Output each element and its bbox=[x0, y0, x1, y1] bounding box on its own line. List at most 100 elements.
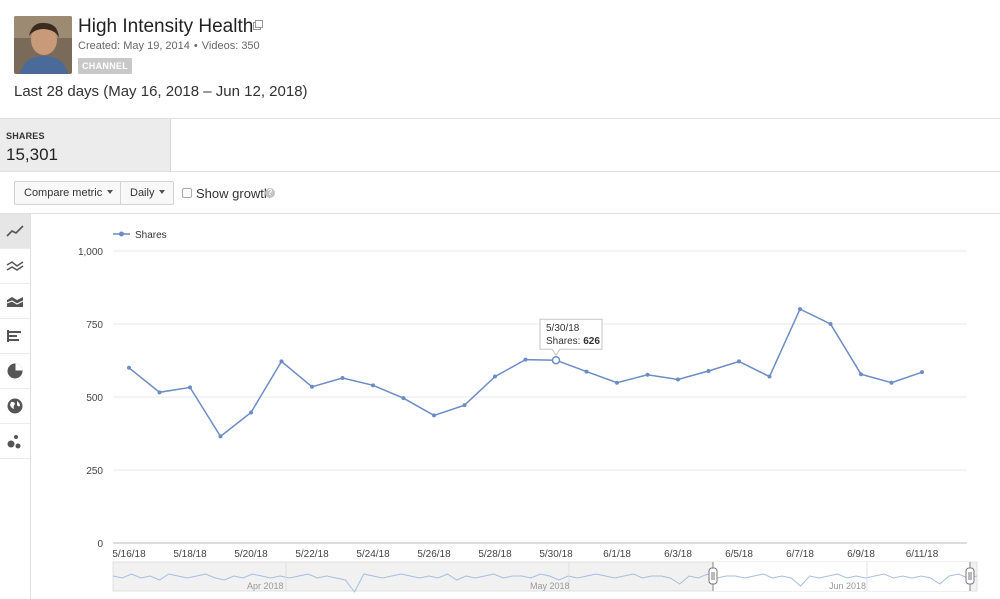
bubble-chart-icon bbox=[7, 435, 21, 449]
data-point[interactable] bbox=[340, 376, 345, 381]
data-point[interactable] bbox=[401, 396, 406, 401]
channel-meta: Created: May 19, 2014 • Videos: 350 bbox=[78, 40, 260, 52]
y-tick-label: 250 bbox=[86, 466, 103, 477]
data-point[interactable] bbox=[676, 377, 680, 382]
data-point[interactable] bbox=[371, 383, 375, 388]
data-point[interactable] bbox=[584, 369, 589, 374]
data-point[interactable] bbox=[889, 380, 894, 385]
bar-chart-button[interactable] bbox=[0, 319, 30, 354]
show-growth-checkbox[interactable] bbox=[182, 188, 192, 198]
metric-strip: SHARES 15,301 bbox=[0, 118, 1000, 172]
x-tick-label: 5/18/18 bbox=[173, 549, 207, 560]
timeline-sparkline bbox=[112, 573, 978, 593]
metric-label: SHARES bbox=[6, 131, 45, 141]
x-tick-label: 6/5/18 bbox=[725, 549, 753, 560]
data-point[interactable] bbox=[462, 403, 467, 408]
data-point[interactable] bbox=[767, 374, 772, 379]
data-point[interactable] bbox=[859, 372, 863, 377]
area-chart-icon bbox=[6, 297, 24, 307]
bar-chart-icon bbox=[7, 330, 21, 342]
metric-value: 15,301 bbox=[6, 145, 58, 164]
x-tick-label: 5/16/18 bbox=[112, 549, 146, 560]
caret-down-icon bbox=[159, 190, 166, 194]
shares-line-chart[interactable]: 0 250 500 750 1,000 5/16/18 5/18/18 5/20/18 5/2… bbox=[31, 214, 1000, 599]
y-tick-label: 750 bbox=[86, 320, 103, 331]
data-point[interactable] bbox=[188, 385, 192, 390]
x-tick-label: 5/26/18 bbox=[417, 549, 451, 560]
timeline-label-jun: Jun 2018 bbox=[829, 581, 866, 591]
channel-avatar[interactable] bbox=[14, 16, 72, 74]
video-count: Videos: 350 bbox=[201, 40, 260, 52]
x-tick-label: 5/20/18 bbox=[234, 549, 268, 560]
multi-line-chart-button[interactable] bbox=[0, 249, 30, 284]
data-point[interactable] bbox=[798, 307, 802, 312]
data-point[interactable] bbox=[523, 357, 528, 362]
pie-chart-icon bbox=[7, 363, 23, 379]
tooltip-date: 5/30/18 bbox=[546, 323, 580, 334]
legend-marker bbox=[119, 231, 124, 237]
created-date: Created: May 19, 2014 bbox=[78, 40, 190, 52]
data-point[interactable] bbox=[249, 410, 253, 415]
area-chart-button[interactable] bbox=[0, 284, 30, 319]
channel-title[interactable]: High Intensity Health bbox=[78, 16, 254, 37]
help-icon[interactable]: ? bbox=[265, 188, 275, 198]
data-point[interactable] bbox=[127, 365, 131, 370]
x-tick-label: 6/9/18 bbox=[847, 549, 875, 560]
line-chart-icon bbox=[6, 225, 24, 237]
x-tick-label: 5/28/18 bbox=[478, 549, 512, 560]
data-point[interactable] bbox=[218, 434, 223, 439]
data-point[interactable] bbox=[828, 322, 833, 326]
y-tick-label: 500 bbox=[86, 393, 103, 404]
compare-metric-dropdown[interactable]: Compare metric bbox=[14, 181, 123, 205]
data-point[interactable] bbox=[279, 359, 284, 364]
data-point[interactable] bbox=[493, 374, 497, 379]
interval-dropdown[interactable]: Daily bbox=[120, 181, 175, 205]
data-point[interactable] bbox=[157, 390, 162, 395]
y-tick-label: 1,000 bbox=[78, 247, 103, 258]
timeline-selection[interactable] bbox=[713, 562, 970, 591]
data-point[interactable] bbox=[920, 370, 924, 375]
x-tick-label: 6/3/18 bbox=[664, 549, 692, 560]
date-range[interactable]: Last 28 days (May 16, 2018 – Jun 12, 201… bbox=[14, 83, 308, 100]
data-point[interactable] bbox=[737, 359, 741, 364]
data-point[interactable] bbox=[615, 380, 619, 385]
pie-chart-button[interactable] bbox=[0, 354, 30, 389]
timeline-handle-left[interactable] bbox=[708, 562, 718, 591]
timeline-handle-right[interactable] bbox=[965, 562, 975, 591]
tooltip-value: Shares: 626 bbox=[546, 336, 600, 347]
interval-label: Daily bbox=[130, 187, 155, 199]
show-growth-label[interactable]: Show growth bbox=[196, 186, 272, 201]
data-point[interactable] bbox=[432, 413, 436, 418]
globe-map-icon bbox=[7, 398, 23, 414]
x-tick-label: 6/7/18 bbox=[786, 549, 814, 560]
compare-metric-label: Compare metric bbox=[24, 187, 103, 199]
x-tick-label: 6/11/18 bbox=[906, 549, 939, 560]
timeline-label-apr: Apr 2018 bbox=[247, 581, 284, 591]
channel-header: High Intensity Health Created: May 19, 2… bbox=[14, 14, 994, 84]
x-tick-label: 5/22/18 bbox=[295, 549, 329, 560]
metric-tab-shares[interactable]: SHARES 15,301 bbox=[0, 119, 171, 171]
data-point[interactable] bbox=[310, 384, 314, 389]
chart-tooltip: 5/30/18 Shares: 626 bbox=[539, 318, 603, 357]
legend-label-shares[interactable]: Shares bbox=[135, 230, 167, 241]
chart-toolbar: Compare metric Daily bbox=[0, 172, 1000, 214]
highlighted-point[interactable] bbox=[551, 355, 561, 365]
x-tick-label: 5/24/18 bbox=[356, 549, 390, 560]
external-link-icon[interactable] bbox=[252, 19, 264, 31]
x-tick-label: 5/30/18 bbox=[539, 549, 573, 560]
multi-line-chart-icon bbox=[6, 261, 24, 271]
x-tick-label: 6/1/18 bbox=[603, 549, 631, 560]
map-chart-button[interactable] bbox=[0, 389, 30, 424]
chart-area: 0 250 500 750 1,000 5/16/18 5/18/18 5/20/18 5/2… bbox=[31, 214, 1000, 599]
bubble-chart-button[interactable] bbox=[0, 424, 30, 459]
line-chart-button[interactable] bbox=[0, 214, 30, 249]
channel-badge: CHANNEL bbox=[78, 58, 133, 74]
caret-down-icon bbox=[107, 190, 114, 194]
data-point[interactable] bbox=[645, 372, 650, 377]
y-tick-label: 0 bbox=[97, 539, 103, 550]
timeline-label-may: May 2018 bbox=[530, 581, 570, 591]
series-line-shares bbox=[128, 308, 923, 438]
chart-type-sidebar bbox=[0, 214, 31, 599]
data-point[interactable] bbox=[706, 369, 711, 374]
timeline-navigator[interactable]: Apr 2018 May 2018 Jun 2018 bbox=[112, 561, 978, 593]
